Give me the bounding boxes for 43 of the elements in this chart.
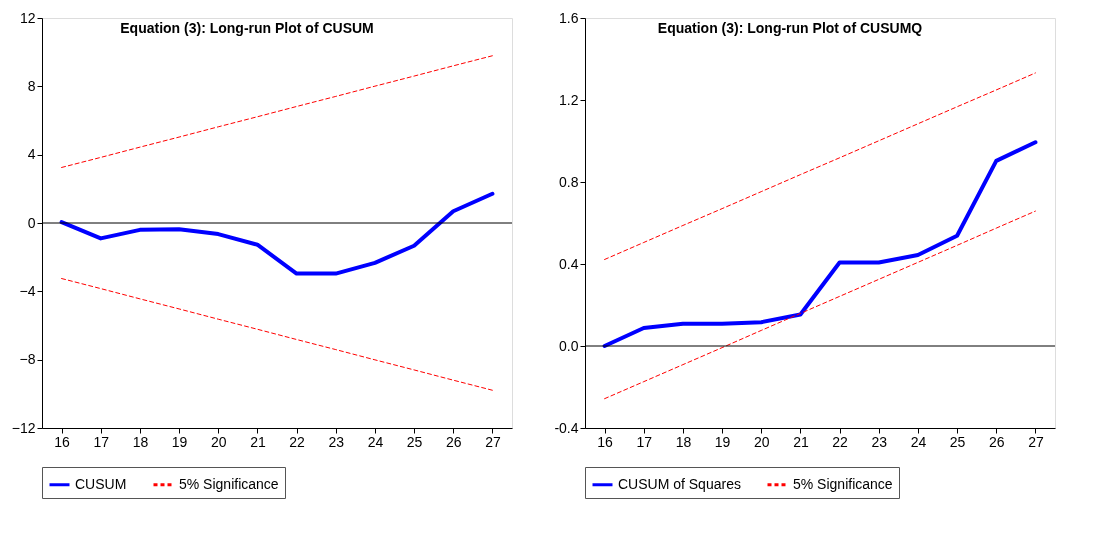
x-tick-label: 19	[171, 433, 188, 450]
x-tick-label: 17	[636, 433, 653, 450]
y-tick-label: 0.4	[559, 255, 579, 272]
legend-label: 5% Significance	[793, 475, 893, 492]
x-tick-label: 18	[132, 433, 149, 450]
x-tick-label: 26	[988, 433, 1005, 450]
y-tick-label: 8	[27, 77, 36, 94]
x-tick-label: 25	[406, 433, 423, 450]
x-tick-label: 24	[910, 433, 927, 450]
x-tick-label: 23	[871, 433, 888, 450]
x-tick-label: 18	[675, 433, 692, 450]
y-tick-label: −8	[19, 351, 36, 368]
x-tick-label: 22	[832, 433, 849, 450]
y-tick-label: −4	[19, 282, 36, 299]
x-tick-label: 20	[753, 433, 770, 450]
x-tick-label: 23	[328, 433, 345, 450]
legend-label: CUSUM	[75, 475, 127, 492]
y-tick-label: 0.0	[559, 337, 579, 354]
x-tick-label: 19	[714, 433, 731, 450]
chart-title: Equation (3): Long-run Plot of CUSUMQ	[657, 20, 923, 36]
y-tick-label: 4	[27, 146, 36, 163]
x-tick-label: 16	[597, 433, 614, 450]
y-tick-label: 1.2	[559, 91, 579, 108]
x-tick-label: 22	[289, 433, 306, 450]
x-tick-label: 25	[949, 433, 966, 450]
legend-label: CUSUM of Squares	[618, 475, 741, 492]
x-tick-label: 24	[367, 433, 384, 450]
legend-label: 5% Significance	[179, 475, 279, 492]
x-tick-label: 16	[54, 433, 71, 450]
y-tick-label: 0.8	[559, 173, 579, 190]
chart-title: Equation (3): Long-run Plot of CUSUM	[120, 20, 374, 36]
y-tick-label: 12	[19, 9, 36, 26]
y-tick-label: -0.4	[554, 419, 579, 436]
y-tick-label: −12	[11, 419, 36, 436]
x-tick-label: 21	[793, 433, 809, 450]
x-tick-label: 26	[445, 433, 462, 450]
x-tick-label: 27	[485, 433, 501, 450]
x-tick-label: 20	[210, 433, 227, 450]
x-tick-label: 17	[93, 433, 110, 450]
x-tick-label: 21	[250, 433, 266, 450]
y-tick-label: 0	[27, 214, 36, 231]
y-tick-label: 1.6	[559, 9, 579, 26]
x-tick-label: 27	[1028, 433, 1044, 450]
